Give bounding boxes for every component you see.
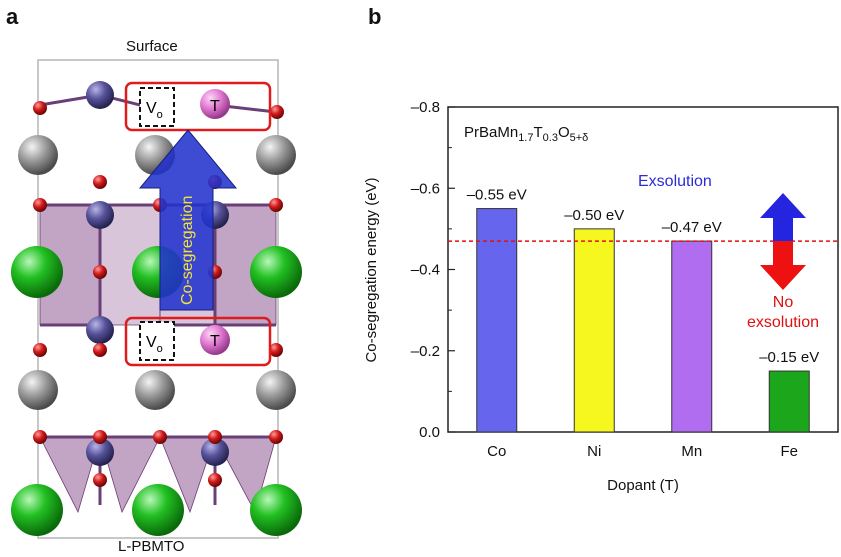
vacancy-box-top [139, 87, 175, 127]
x-tick-label: Mn [681, 443, 702, 460]
bottom-highlight-box [124, 316, 272, 367]
co-segregation-text: Co-segregation [179, 196, 196, 305]
panel-b-letter: b [368, 4, 382, 29]
x-tick-label: Fe [780, 443, 798, 460]
top-highlight-box [124, 81, 272, 132]
y-tick-label: –0.2 [411, 343, 440, 360]
vacancy-label-top: Vo [146, 100, 163, 121]
bar-fe [768, 370, 810, 433]
dopant-label-top: T [210, 98, 220, 115]
x-axis-title: Dopant (T) [607, 477, 679, 494]
bar-value-label: –0.50 eV [564, 207, 624, 224]
bar-mn [671, 240, 713, 433]
unit-cell-outline [37, 59, 279, 539]
y-tick-label: –0.6 [411, 180, 440, 197]
panel-a-letter: a [6, 4, 19, 29]
bar-ni [573, 228, 615, 433]
surface-label: Surface [126, 38, 178, 55]
formula-label: PrBaMn1.7T0.3O5+δ [464, 124, 588, 144]
exsolution-up-arrow [760, 193, 806, 241]
gray-atoms [18, 135, 296, 410]
vacancy-box-bottom [139, 321, 175, 361]
vacancy-label-bottom: Vo [146, 334, 163, 355]
y-axis-title: Co-segregation energy (eV) [363, 177, 380, 362]
dopant-label-bottom: T [210, 333, 220, 350]
no-exsolution-label-line2: exsolution [747, 314, 819, 331]
exsolution-label: Exsolution [638, 173, 712, 190]
y-axis: 0.0 –0.2 –0.4 –0.6 –0.8 [411, 99, 455, 441]
structure-name-label: L-PBMTO [118, 538, 185, 555]
bar-value-label: –0.15 eV [759, 349, 819, 366]
x-tick-label: Co [487, 443, 506, 460]
y-tick-label: 0.0 [419, 424, 440, 441]
dopant-atoms [200, 89, 230, 355]
bars: –0.55 eV –0.50 eV –0.47 eV –0.15 eV [467, 187, 819, 433]
x-axis: Co Ni Mn Fe [487, 426, 798, 460]
x-tick-label: Ni [587, 443, 601, 460]
no-exsolution-down-arrow [760, 241, 806, 290]
no-exsolution-label-line1: No [773, 294, 794, 311]
bar-value-label: –0.55 eV [467, 187, 527, 204]
y-tick-label: –0.4 [411, 262, 440, 279]
co-segregation-arrow [138, 129, 238, 311]
y-tick-label: –0.8 [411, 99, 440, 116]
bar-co [476, 208, 518, 433]
bar-value-label: –0.47 eV [662, 219, 722, 236]
